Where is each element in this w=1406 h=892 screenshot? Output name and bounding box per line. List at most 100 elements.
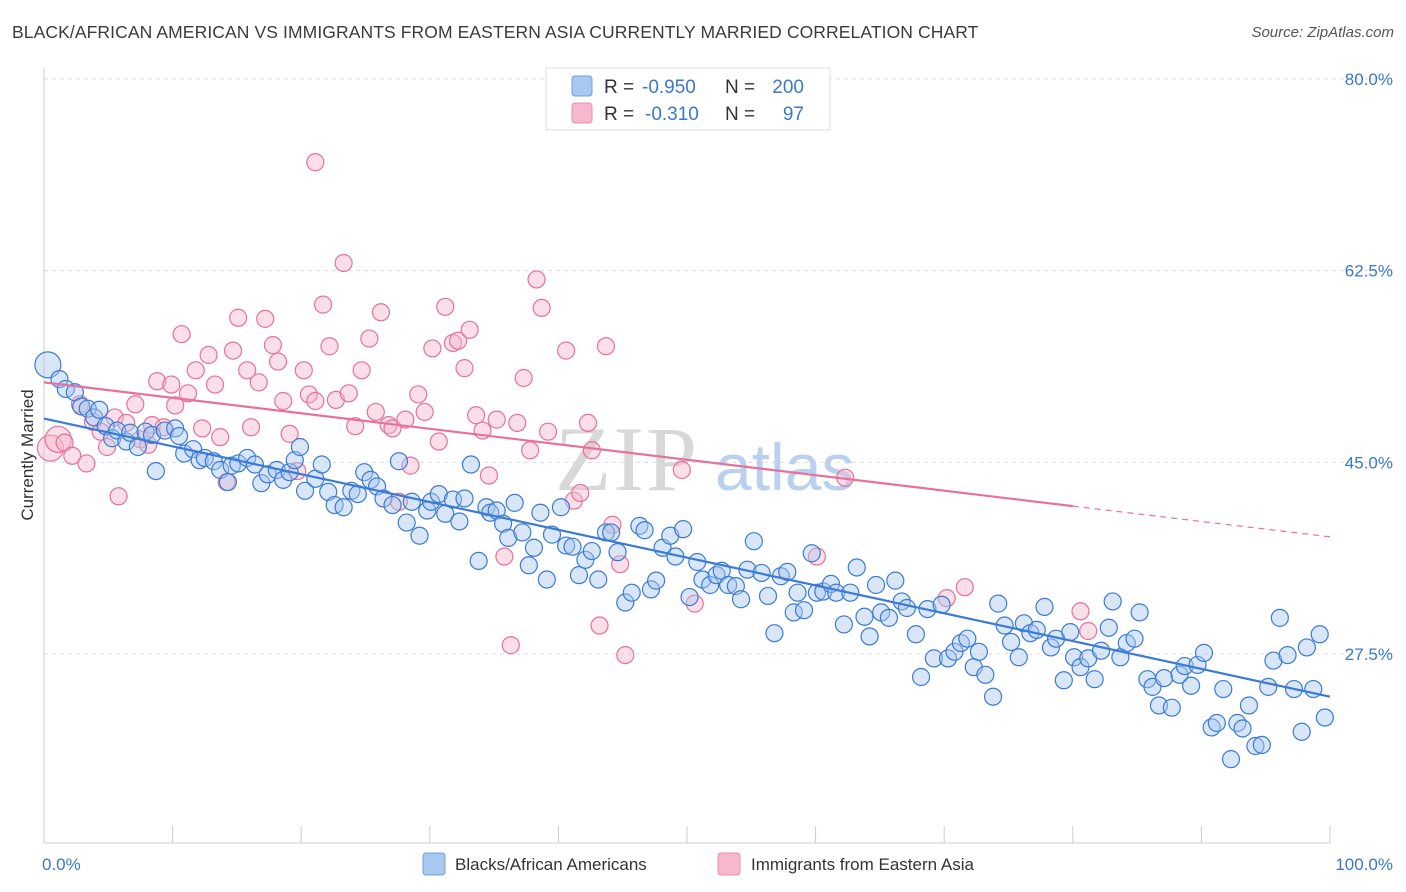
- blacks-point-166: [1130, 603, 1149, 622]
- immigrants-point-74: [521, 441, 540, 460]
- immigrants-point-76: [532, 298, 551, 318]
- immigrants-point-78: [557, 341, 576, 360]
- immigrants-point-18: [162, 375, 181, 394]
- immigrants-point-41: [306, 391, 325, 411]
- blacks-point-85: [608, 543, 627, 562]
- axes: [43, 68, 1331, 844]
- immigrants-point-55: [396, 410, 415, 429]
- blacks-point-188: [1270, 608, 1289, 627]
- immigrants-point-37: [280, 424, 299, 443]
- immigrants-point-58: [415, 402, 434, 422]
- immigrants-point-68: [479, 466, 499, 485]
- blacks-point-143: [983, 687, 1003, 706]
- immigrants-point-45: [334, 253, 353, 273]
- immigrants-point-51: [371, 303, 391, 322]
- y-tick-label-0: 27.5%: [1345, 645, 1393, 664]
- legend-label-immigrants: Immigrants from Eastern Asia: [751, 855, 975, 874]
- blacks-point-147: [1009, 648, 1028, 667]
- blacks-point-131: [906, 625, 926, 644]
- legend-swatch-blacks: [422, 852, 446, 876]
- blacks-point-128: [886, 571, 905, 590]
- trend-line-immigrants: [43, 381, 1073, 508]
- chart-title: BLACK/AFRICAN AMERICAN VS IMMIGRANTS FRO…: [12, 22, 979, 42]
- blacks-point-183: [1239, 696, 1259, 715]
- watermark-atlas: atlas: [715, 430, 854, 504]
- blacks-point-186: [1259, 677, 1278, 696]
- immigrants-point-5: [77, 454, 96, 473]
- blacks-point-19: [169, 426, 189, 446]
- blacks-point-132: [911, 667, 931, 687]
- y-tick-label-2: 62.5%: [1345, 262, 1393, 281]
- immigrants-point-30: [238, 361, 257, 380]
- immigrants-point-69: [487, 410, 506, 429]
- trend-line-immigrants-extension: [1072, 505, 1331, 538]
- immigrants-point-70: [495, 547, 514, 566]
- blacks-point-74: [537, 570, 556, 589]
- y-axis-label: Currently Married: [18, 389, 37, 520]
- immigrants-point-23: [193, 419, 212, 438]
- immigrants-point-60: [429, 432, 448, 451]
- immigrants-point-66: [466, 406, 486, 425]
- immigrants-point-95: [1079, 621, 1098, 641]
- blacks-point-187: [1264, 651, 1283, 670]
- blacks-point-95: [674, 520, 693, 539]
- blacks-point-78: [563, 537, 582, 556]
- blacks-point-63: [469, 551, 488, 571]
- watermark: ZIP atlas: [555, 408, 854, 510]
- blacks-point-84: [602, 523, 621, 542]
- blacks-point-7: [90, 400, 109, 419]
- blacks-point-69: [505, 493, 524, 512]
- immigrants-point-20: [172, 325, 191, 344]
- blacks-point-182: [1233, 719, 1252, 738]
- immigrants-point-57: [409, 385, 428, 404]
- blacks-point-16: [146, 461, 165, 481]
- blacks-point-172: [1170, 665, 1189, 684]
- blacks-point-159: [1085, 670, 1104, 689]
- immigrants-point-82: [582, 441, 601, 460]
- blacks-point-171: [1162, 698, 1181, 717]
- immigrants-point-88: [672, 460, 691, 480]
- immigrants-point-36: [274, 391, 293, 411]
- blacks-point-86: [616, 593, 635, 612]
- immigrants-point-81: [578, 413, 598, 433]
- blacks-point-71: [519, 556, 538, 575]
- legend-swatch-blue: [571, 75, 593, 97]
- blacks-point-68: [499, 528, 518, 548]
- blacks-point-180: [1221, 750, 1241, 769]
- x-tick-labels: 0.0% 100.0%: [42, 855, 1393, 874]
- blacks-point-150: [1027, 620, 1046, 640]
- blacks-point-152: [1041, 638, 1061, 657]
- y-tick-labels: 27.5% 45.0% 62.5% 80.0%: [1345, 70, 1393, 664]
- blacks-point-134: [924, 649, 944, 668]
- legend-r-value-pink: -0.310: [645, 104, 699, 125]
- immigrants-point-71: [501, 636, 520, 655]
- immigrants-point-94: [1071, 602, 1090, 621]
- immigrants-point-47: [346, 417, 365, 436]
- blacks-point-179: [1214, 679, 1233, 699]
- blacks-point-120: [834, 615, 853, 634]
- immigrants-point-96: [306, 153, 325, 172]
- blacks-point-124: [860, 627, 879, 646]
- blacks-point-89: [635, 521, 654, 540]
- blacks-point-72: [524, 538, 544, 557]
- blacks-point-151: [1035, 597, 1054, 617]
- blacks-point-109: [765, 624, 784, 643]
- immigrants-point-59: [423, 339, 442, 358]
- trend-line-blacks: [43, 417, 1331, 698]
- immigrants-point-3: [63, 446, 82, 465]
- blacks-point-61: [455, 489, 474, 508]
- blacks-point-90: [641, 580, 661, 599]
- correlation-legend: R = -0.950 N = 200 R = -0.310 N = 97: [545, 67, 831, 131]
- series-legend: Blacks/African Americans Immigrants from…: [422, 852, 975, 876]
- legend-swatch-immigrants: [717, 852, 741, 876]
- blacks-point-51: [389, 452, 409, 471]
- immigrants-point-40: [299, 385, 319, 404]
- immigrants-point-49: [360, 329, 379, 348]
- immigrants-point-32: [249, 373, 268, 392]
- immigrants-point-90: [807, 547, 826, 566]
- blacks-point-194: [1310, 625, 1329, 644]
- immigrants-point-84: [596, 337, 616, 356]
- blacks-point-113: [788, 583, 807, 602]
- blacks-point-87: [622, 583, 641, 602]
